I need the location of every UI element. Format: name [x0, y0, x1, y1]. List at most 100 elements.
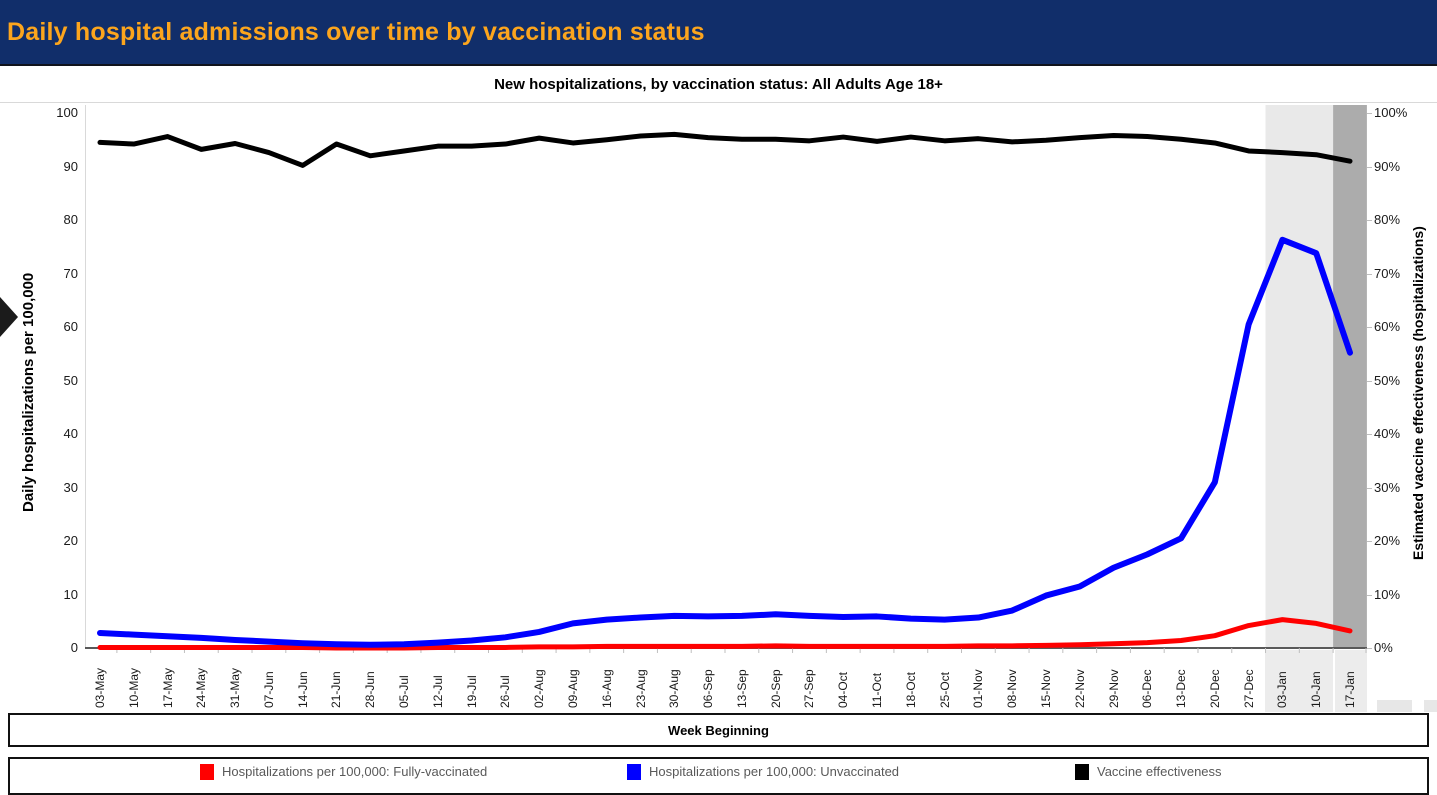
x-axis-tick-label: 13-Sep: [734, 669, 749, 708]
right-axis-tick: [1367, 541, 1372, 542]
left-axis-tick-label: 100: [56, 105, 78, 120]
x-axis-tick-label: 06-Dec: [1140, 669, 1155, 708]
x-axis-tick-label: 15-Nov: [1038, 669, 1053, 708]
x-axis-tick-label: 17-Jan: [1343, 671, 1357, 708]
series-line-vaccine-effectiveness: [97, 131, 1353, 168]
legend-label: Hospitalizations per 100,000: Fully-vacc…: [222, 764, 488, 779]
left-axis-title: Daily hospitalizations per 100,000: [20, 272, 37, 512]
x-axis-tick-label: 17-May: [160, 667, 175, 708]
xlabel-highlight-shade: [1265, 650, 1333, 712]
x-axis-tick-label: 10-May: [126, 667, 141, 708]
series-line-unvaccinated: [97, 236, 1353, 648]
left-axis-tick-label: 90: [63, 158, 78, 174]
x-axis-tick-label: 19-Jul: [464, 675, 479, 708]
legend-swatch-black: [1075, 764, 1089, 780]
right-axis-tick: [1367, 487, 1372, 489]
left-axis-tick-label: 10: [63, 586, 78, 602]
x-axis-tick-label: 04-Oct: [836, 671, 851, 708]
right-axis-tick: [1367, 113, 1372, 114]
x-axis-tick-label: 11-Oct: [870, 672, 885, 708]
xlabel-highlight-shade: [1335, 650, 1367, 712]
chart-subtitle-band: New hospitalizations, by vaccination sta…: [0, 66, 1437, 103]
right-axis-tick: [1367, 434, 1372, 435]
x-axis-tick-label: 18-Oct: [903, 671, 918, 708]
x-axis-tick-label: 23-Aug: [633, 669, 648, 708]
left-axis-tick-label: 30: [63, 479, 78, 495]
right-axis-tick: [1367, 166, 1372, 168]
x-axis-tick-label: 10-Jan: [1309, 671, 1324, 708]
right-axis-tick-label: 100%: [1374, 105, 1408, 120]
x-axis-tick-label: 24-May: [194, 667, 209, 708]
right-axis-tick-label: 70%: [1374, 265, 1401, 281]
x-axis-tick-label: 26-Jul: [498, 675, 513, 708]
right-axis-tick: [1367, 327, 1372, 328]
right-axis-tick-label: 80%: [1374, 212, 1401, 227]
x-axis-tick-label: 06-Sep: [701, 669, 716, 708]
corner-shade: [1377, 700, 1412, 712]
legend-label: Hospitalizations per 100,000: Unvaccinat…: [649, 764, 900, 779]
x-axis-tick-label: 28-Jun: [363, 671, 378, 708]
x-axis-tick-label: 12-Jul: [430, 675, 445, 708]
page-title: Daily hospital admissions over time by v…: [7, 17, 705, 46]
left-axis-tick-label: 50: [63, 372, 78, 388]
right-axis-tick-label: 10%: [1374, 586, 1401, 602]
x-axis-tick-label: 27-Dec: [1241, 669, 1256, 708]
right-axis-tick: [1367, 273, 1372, 275]
right-axis-tick-label: 30%: [1374, 479, 1401, 495]
legend-item-vaccine-effectiveness: Vaccine effectiveness: [1075, 764, 1222, 780]
x-axis-tick-label: 07-Jun: [261, 671, 276, 708]
app-header: Daily hospital admissions over time by v…: [0, 0, 1437, 66]
legend-swatch-blue: [627, 764, 641, 780]
x-axis-title-box: Week Beginning: [8, 713, 1429, 747]
x-axis-tick-label: 03-Jan: [1275, 671, 1290, 708]
right-axis-tick: [1367, 220, 1372, 221]
left-axis-tick-label: 20: [63, 533, 78, 548]
left-axis-tick-label: 0: [70, 640, 78, 655]
x-axis-title: Week Beginning: [668, 722, 769, 738]
highlight-band: [1333, 105, 1367, 648]
x-axis-tick-label: 08-Nov: [1005, 669, 1020, 708]
x-axis-tick-label: 01-Nov: [971, 669, 986, 708]
right-axis-tick-label: 90%: [1374, 158, 1401, 174]
x-axis-tick-label: 21-Jun: [329, 671, 344, 708]
legend-item-unvaccinated: Hospitalizations per 100,000: Unvaccinat…: [627, 764, 899, 780]
right-axis-tick-label: 60%: [1374, 319, 1401, 334]
collapse-panel-arrow-icon[interactable]: [0, 297, 18, 337]
x-axis-tick-label: 29-Nov: [1106, 669, 1121, 708]
x-axis-tick-label: 09-Aug: [565, 669, 580, 708]
right-axis-tick: [1367, 648, 1372, 649]
x-axis-tick-label: 05-Jul: [397, 675, 412, 708]
x-axis-tick-label: 14-Jun: [295, 671, 310, 708]
left-axis-tick-label: 40: [63, 426, 78, 441]
left-axis-tick-label: 60: [63, 319, 78, 334]
x-axis-tick-label: 27-Sep: [802, 669, 817, 708]
left-axis-tick-label: 70: [63, 265, 78, 281]
x-axis-tick-label: 20-Sep: [768, 669, 783, 708]
x-axis-tick-label: 16-Aug: [599, 669, 614, 708]
legend-swatch-red: [200, 764, 214, 780]
right-axis-tick-label: 20%: [1374, 533, 1401, 548]
x-axis-tick-label: 03-May: [93, 667, 107, 708]
chart-subtitle: New hospitalizations, by vaccination sta…: [494, 75, 943, 93]
highlight-band: [1265, 105, 1334, 648]
left-axis-tick-label: 80: [63, 212, 78, 227]
right-axis-tick-label: 0%: [1374, 640, 1393, 655]
chart-legend: Hospitalizations per 100,000: Fully-vacc…: [8, 757, 1429, 795]
x-axis-tick-label: 25-Oct: [937, 671, 952, 708]
series-line-fully-vaccinated: [97, 617, 1353, 651]
right-axis-tick-label: 50%: [1374, 372, 1401, 388]
corner-shade: [1424, 700, 1437, 712]
right-axis-tick-label: 40%: [1374, 426, 1401, 441]
right-axis-tick: [1367, 380, 1372, 382]
legend-label: Vaccine effectiveness: [1097, 764, 1222, 779]
x-axis-tick-label: 02-Aug: [532, 669, 547, 708]
line-chart-plot: [85, 105, 1367, 653]
x-axis-tick-label: 30-Aug: [667, 669, 682, 708]
x-axis-tick-label: 31-May: [228, 667, 243, 708]
x-axis-tick-label: 22-Nov: [1072, 669, 1087, 708]
x-axis-tick-label: 20-Dec: [1207, 669, 1222, 708]
legend-item-fully-vaccinated: Hospitalizations per 100,000: Fully-vacc…: [200, 764, 487, 780]
x-axis-tick-label: 13-Dec: [1174, 669, 1189, 708]
right-axis-tick: [1367, 594, 1372, 596]
